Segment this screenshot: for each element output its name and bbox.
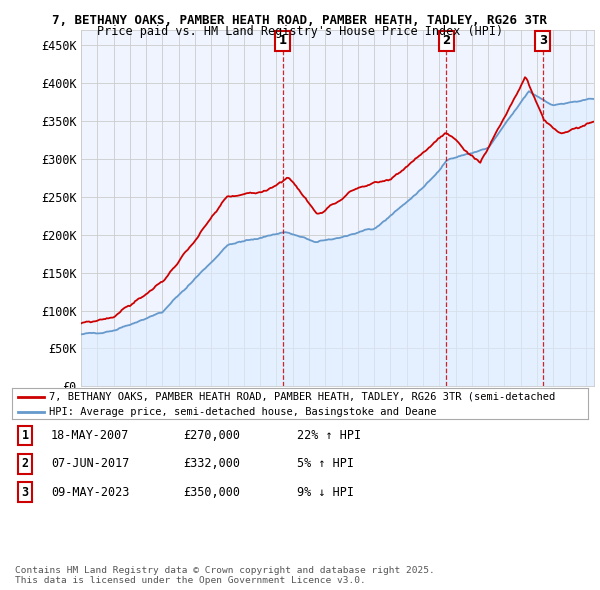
Text: 7, BETHANY OAKS, PAMBER HEATH ROAD, PAMBER HEATH, TADLEY, RG26 3TR: 7, BETHANY OAKS, PAMBER HEATH ROAD, PAMB… xyxy=(53,14,548,27)
Text: £332,000: £332,000 xyxy=(183,457,240,470)
Text: 9% ↓ HPI: 9% ↓ HPI xyxy=(297,486,354,499)
Text: £270,000: £270,000 xyxy=(183,429,240,442)
Text: 2: 2 xyxy=(442,34,451,47)
Text: HPI: Average price, semi-detached house, Basingstoke and Deane: HPI: Average price, semi-detached house,… xyxy=(49,407,437,417)
Text: 07-JUN-2017: 07-JUN-2017 xyxy=(51,457,130,470)
Text: Contains HM Land Registry data © Crown copyright and database right 2025.
This d: Contains HM Land Registry data © Crown c… xyxy=(15,566,435,585)
Text: 2: 2 xyxy=(22,457,29,470)
Text: 7, BETHANY OAKS, PAMBER HEATH ROAD, PAMBER HEATH, TADLEY, RG26 3TR (semi-detache: 7, BETHANY OAKS, PAMBER HEATH ROAD, PAMB… xyxy=(49,392,556,402)
Text: 3: 3 xyxy=(539,34,547,47)
Text: 22% ↑ HPI: 22% ↑ HPI xyxy=(297,429,361,442)
Text: Price paid vs. HM Land Registry's House Price Index (HPI): Price paid vs. HM Land Registry's House … xyxy=(97,25,503,38)
Text: 3: 3 xyxy=(22,486,29,499)
Text: 18-MAY-2007: 18-MAY-2007 xyxy=(51,429,130,442)
Text: 1: 1 xyxy=(278,34,287,47)
Text: 1: 1 xyxy=(22,429,29,442)
Text: 5% ↑ HPI: 5% ↑ HPI xyxy=(297,457,354,470)
Text: 09-MAY-2023: 09-MAY-2023 xyxy=(51,486,130,499)
Text: £350,000: £350,000 xyxy=(183,486,240,499)
